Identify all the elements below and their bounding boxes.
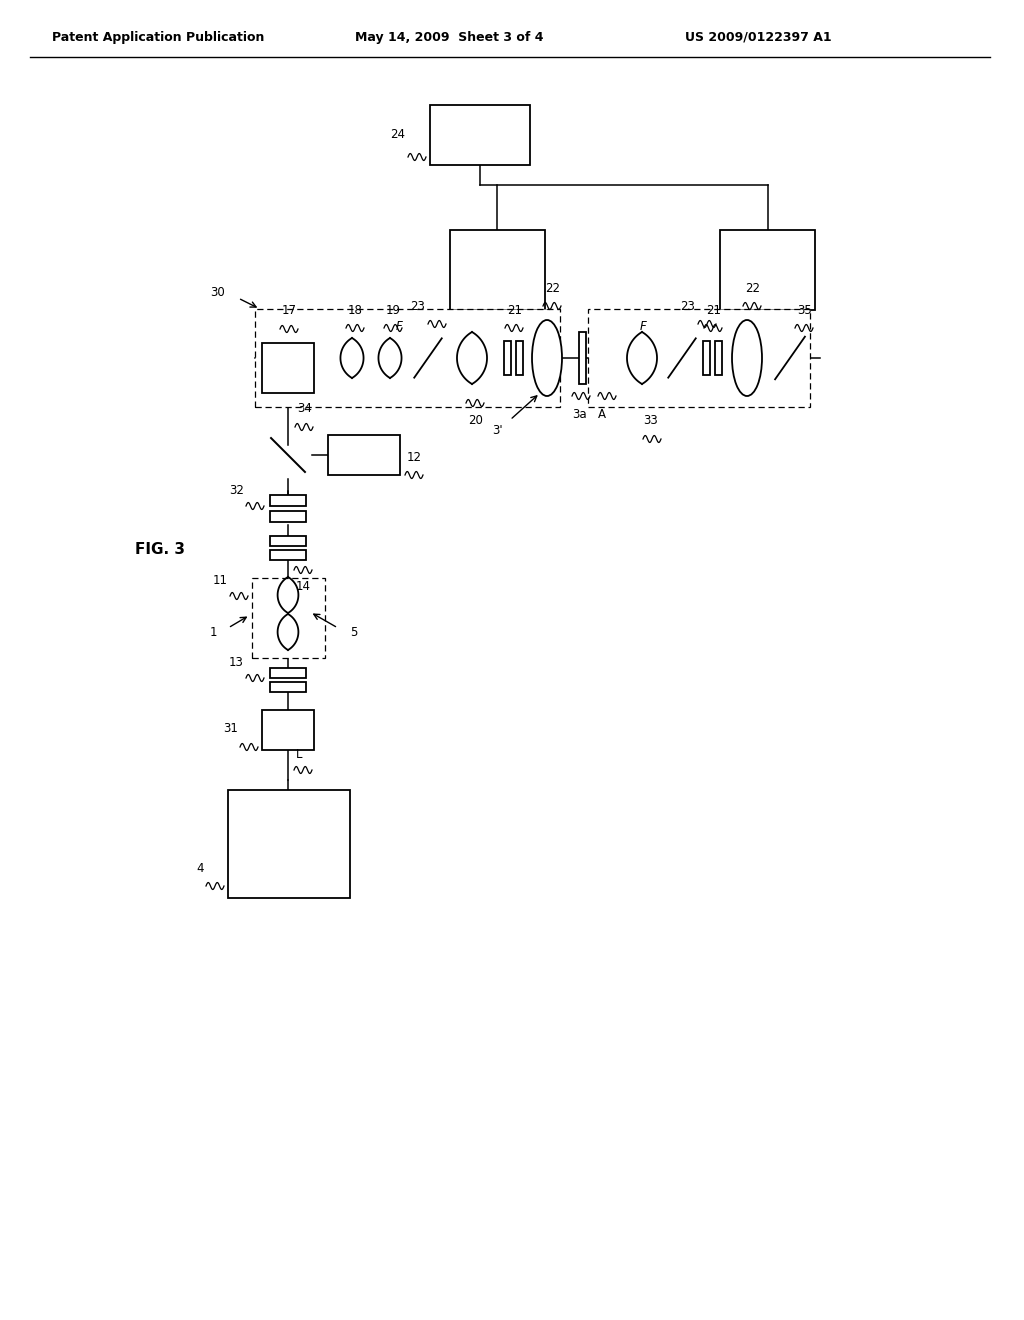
- Bar: [270, 511, 306, 521]
- Bar: [262, 710, 314, 750]
- Text: 3': 3': [492, 424, 503, 437]
- Ellipse shape: [732, 319, 762, 396]
- Bar: [228, 789, 350, 898]
- Text: 21: 21: [706, 304, 721, 317]
- Bar: [702, 341, 710, 375]
- Bar: [255, 309, 560, 407]
- Bar: [450, 230, 545, 310]
- Text: 14: 14: [296, 579, 311, 593]
- Text: 11: 11: [213, 573, 228, 586]
- Bar: [504, 341, 511, 375]
- Bar: [262, 343, 314, 393]
- Bar: [720, 230, 815, 310]
- Text: 20: 20: [468, 413, 483, 426]
- Bar: [270, 536, 306, 546]
- Text: F: F: [640, 319, 647, 333]
- Text: 24: 24: [390, 128, 406, 141]
- Text: US 2009/0122397 A1: US 2009/0122397 A1: [685, 30, 831, 44]
- Text: 12: 12: [407, 450, 422, 463]
- Bar: [588, 309, 810, 407]
- Text: 21: 21: [507, 304, 522, 317]
- Text: F: F: [396, 319, 402, 333]
- Text: Patent Application Publication: Patent Application Publication: [52, 30, 264, 44]
- Text: A: A: [598, 408, 606, 421]
- Text: FIG. 3: FIG. 3: [135, 543, 185, 557]
- Text: 33: 33: [643, 414, 657, 428]
- Bar: [515, 341, 522, 375]
- Bar: [715, 341, 722, 375]
- Ellipse shape: [532, 319, 562, 396]
- Text: 35: 35: [797, 304, 812, 317]
- Text: May 14, 2009  Sheet 3 of 4: May 14, 2009 Sheet 3 of 4: [355, 30, 544, 44]
- Bar: [430, 106, 530, 165]
- Text: 1: 1: [210, 626, 217, 639]
- Bar: [252, 578, 325, 657]
- Bar: [270, 682, 306, 692]
- Bar: [328, 436, 400, 475]
- Text: 22: 22: [745, 281, 760, 294]
- Text: 3a: 3a: [572, 408, 587, 421]
- Text: 22: 22: [545, 281, 560, 294]
- Text: 13: 13: [229, 656, 244, 668]
- Bar: [270, 668, 306, 678]
- Text: 19: 19: [386, 304, 401, 317]
- Text: 4: 4: [197, 862, 204, 875]
- Text: 34: 34: [297, 403, 312, 416]
- Bar: [579, 333, 586, 384]
- Text: 23: 23: [411, 300, 425, 313]
- Text: 23: 23: [680, 300, 695, 313]
- Text: 30: 30: [210, 285, 224, 298]
- Text: 32: 32: [229, 483, 244, 496]
- Text: 31: 31: [223, 722, 238, 734]
- Text: 18: 18: [348, 304, 362, 317]
- Bar: [270, 550, 306, 560]
- Text: 17: 17: [282, 305, 297, 318]
- Bar: [270, 495, 306, 506]
- Text: 5: 5: [350, 626, 357, 639]
- Text: L: L: [296, 747, 302, 760]
